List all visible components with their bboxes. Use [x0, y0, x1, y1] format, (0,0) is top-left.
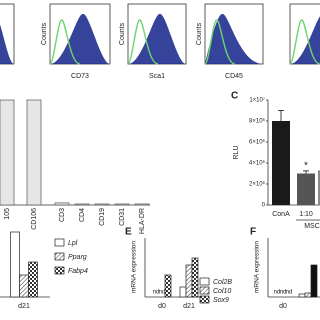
- x-axis-label: CD73: [71, 73, 89, 80]
- bar: [179, 286, 187, 298]
- y-tick-label: 1×10⁷: [249, 97, 265, 104]
- legend-swatch: [54, 266, 65, 275]
- legend-swatch: [199, 277, 210, 286]
- histogram-fill: [205, 13, 263, 64]
- histogram-control: [127, 19, 159, 65]
- histogram-fill: [0, 24, 14, 64]
- x-tick-label: d21: [183, 303, 195, 310]
- bar: [297, 173, 315, 205]
- bar: [298, 293, 306, 298]
- x-axis-label: CD45: [225, 73, 243, 80]
- x-tick-label: CD106: [31, 208, 38, 230]
- value-label: nd: [153, 290, 160, 296]
- y-tick-label: 4×10⁶: [249, 160, 266, 167]
- legend-swatch: [54, 252, 65, 261]
- y-axis-label: mRNA expression: [131, 241, 138, 293]
- value-label: nd: [274, 290, 281, 296]
- y-axis-label: Counts: [41, 22, 48, 45]
- bar: [28, 261, 38, 298]
- y-axis-label: Counts: [196, 22, 203, 45]
- bar: [191, 257, 199, 298]
- histogram-fill: [50, 13, 110, 64]
- bar: [54, 202, 70, 206]
- bar: [0, 99, 15, 206]
- y-tick-label: 6×10⁶: [249, 139, 266, 146]
- x-tick-label: d0: [279, 303, 287, 310]
- histogram-fill: [128, 13, 186, 64]
- bar: [310, 264, 318, 298]
- legend-label: Col10: [213, 288, 231, 295]
- x-tick-label: CD31: [119, 208, 126, 226]
- panel-label: E: [125, 227, 132, 238]
- legend-label: Pparg: [68, 254, 87, 261]
- y-axis-label: Counts: [119, 22, 126, 45]
- bar: [134, 203, 150, 206]
- x-tick-label: HLA-DR: [139, 208, 146, 234]
- histogram-fill: [290, 16, 320, 64]
- bar: [185, 264, 193, 298]
- bar: [19, 274, 29, 298]
- legend-label: Lpl: [68, 240, 78, 247]
- panel-label: F: [250, 227, 256, 238]
- bar: [318, 170, 320, 205]
- x-tick-label: ConA: [272, 211, 290, 218]
- bar: [94, 203, 110, 206]
- bar: [26, 99, 42, 206]
- legend-swatch: [54, 238, 65, 247]
- value-label: nd: [286, 290, 293, 296]
- histogram-frame: [289, 3, 320, 65]
- legend-label: Col2B: [213, 279, 232, 286]
- group-label: MSC: [304, 223, 320, 230]
- legend-label: Sox9: [213, 297, 229, 304]
- bar: [10, 231, 20, 298]
- y-tick-label: 8×10⁶: [249, 118, 266, 125]
- bar: [74, 203, 90, 206]
- y-axis-label: mRNA expression: [254, 241, 261, 293]
- legend-swatch: [199, 286, 210, 295]
- x-tick-label: CD3: [59, 208, 66, 222]
- x-tick-label: d0: [158, 303, 166, 310]
- x-axis-label: Sca1: [149, 73, 165, 80]
- x-tick-label: d21: [18, 303, 30, 310]
- x-tick-label: 1:10: [299, 211, 313, 218]
- histogram-control: [289, 19, 320, 65]
- bar: [164, 274, 172, 298]
- panel-label: C: [231, 91, 238, 102]
- bar: [304, 292, 312, 298]
- bar: [272, 121, 290, 205]
- bar: [114, 203, 130, 206]
- value-label: nd: [159, 290, 166, 296]
- histogram-control: [49, 19, 81, 65]
- value-label: nd: [280, 290, 287, 296]
- histogram-frame: [0, 3, 15, 65]
- y-tick-label: 0: [262, 203, 266, 209]
- y-tick-label: 2×10⁶: [249, 181, 266, 188]
- annotation: *: [304, 161, 308, 172]
- y-axis-label: RLU: [233, 145, 240, 159]
- histogram-control: [204, 19, 236, 65]
- x-tick-label: 105: [4, 208, 11, 220]
- x-tick-label: CD19: [99, 208, 106, 226]
- legend-label: Fabp4: [68, 268, 88, 275]
- x-tick-label: CD4: [79, 208, 86, 222]
- legend-swatch: [199, 295, 210, 304]
